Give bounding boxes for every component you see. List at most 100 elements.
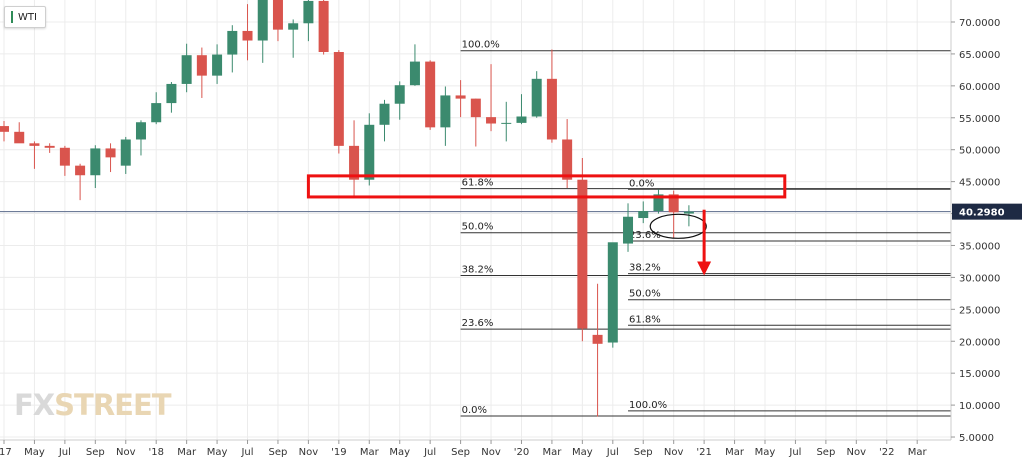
candle-body (135, 122, 146, 140)
x-tick-label: Sep (816, 447, 835, 458)
y-tick-label: 25.0000 (959, 305, 1000, 316)
candle-body (212, 54, 223, 76)
y-tick-label: 20.0000 (959, 337, 1000, 348)
candle-body (349, 145, 360, 180)
candle-body (623, 216, 634, 244)
candle-body (501, 122, 512, 124)
watermark-fx: FX (14, 388, 55, 422)
candle-body (196, 55, 207, 76)
y-axis[interactable]: 5.0000 10.0000 15.0000 20.0000 25.0000 30.000… (951, 18, 1000, 444)
x-tick-label: Sep (451, 447, 470, 458)
x-tick-label: Sep (86, 447, 105, 458)
x-tick-label: May (207, 447, 228, 458)
fib-left-label: 50.0% (462, 222, 494, 233)
candle-body (303, 0, 314, 24)
candle-body (44, 145, 55, 148)
x-tick-label: Jul (58, 447, 71, 458)
candle-body (379, 103, 390, 125)
fib-right-label: 23.6% (629, 230, 661, 241)
candle-body (257, 0, 268, 41)
candle-body (120, 139, 131, 166)
last-price-tag: 40.2980 (952, 203, 1022, 220)
x-tick-label: Nov (299, 447, 319, 458)
y-tick-label: 30.0000 (959, 273, 1000, 284)
candle-body (592, 334, 603, 344)
candle-body (486, 117, 497, 124)
x-tick-label: Nov (481, 447, 501, 458)
candle-body (516, 116, 527, 123)
resistance-zone-box (306, 174, 787, 199)
x-tick-label: May (572, 447, 593, 458)
candle-body (242, 30, 253, 41)
fib-right-label: 100.0% (629, 400, 667, 411)
x-tick-label: Jul (423, 447, 436, 458)
fib-left-label: 38.2% (462, 264, 494, 275)
x-tick-label: Nov (847, 447, 867, 458)
x-tick-label: May (389, 447, 410, 458)
y-tick-label: 60.0000 (959, 82, 1000, 93)
x-tick-label: Mar (908, 447, 928, 458)
x-tick-label: '20 (514, 447, 529, 458)
x-tick-label: Nov (116, 447, 136, 458)
y-tick-label: 55.0000 (959, 114, 1000, 125)
fib-right-label: 61.8% (629, 314, 661, 325)
candle-body (394, 85, 405, 104)
candle-body (607, 242, 618, 343)
y-tick-label: 15.0000 (959, 369, 1000, 380)
fib-left-label: 100.0% (462, 40, 500, 51)
fib-right-label: 0.0% (629, 178, 654, 189)
watermark-street: STREET (54, 388, 171, 422)
y-tick-label: 5.0000 (959, 433, 994, 444)
x-tick-label: Mar (177, 447, 197, 458)
candle-body (683, 211, 694, 214)
forecast-arrow-head (697, 261, 712, 276)
y-tick-label: 10.0000 (959, 401, 1000, 412)
symbol-label: WTI (18, 11, 37, 23)
x-tick-label: Mar (542, 447, 562, 458)
candle-body (0, 126, 9, 132)
candle-body (59, 147, 70, 166)
fibonacci-levels: 100.0% 61.8% 50.0% 38.2% 23.6% 0.0% 0.0% 23.6% 3… (460, 40, 951, 417)
candle-body (272, 0, 283, 30)
candle-body (668, 194, 679, 213)
candle-body (470, 98, 481, 118)
candle-body (455, 95, 466, 99)
candle-body (577, 179, 588, 329)
x-tick-label: May (755, 447, 776, 458)
last-price-tag-text: 40.2980 (959, 208, 1005, 219)
fib-left-label: 61.8% (462, 178, 494, 189)
fib-right-label: 50.0% (629, 289, 661, 300)
y-tick-label: 50.0000 (959, 146, 1000, 157)
x-tick-label: '18 (148, 447, 163, 458)
candle-body (409, 61, 420, 86)
x-tick-label: '22 (879, 447, 894, 458)
fib-right-label: 38.2% (629, 263, 661, 274)
y-tick-label: 65.0000 (959, 50, 1000, 61)
candle-body (653, 194, 664, 211)
y-tick-label: 35.0000 (959, 241, 1000, 252)
candlesticks (0, 0, 694, 417)
candle-body (333, 52, 344, 146)
x-tick-label: Mar (725, 447, 745, 458)
candle-body (638, 210, 649, 219)
annotations (306, 174, 787, 276)
x-tick-label: Sep (634, 447, 653, 458)
candle-body (166, 83, 177, 104)
candle-body (151, 103, 162, 123)
candle-body (181, 55, 192, 84)
candle-body (364, 124, 375, 180)
x-tick-label: Mar (360, 447, 380, 458)
x-tick-label: '21 (696, 447, 711, 458)
symbol-badge[interactable]: WTI (4, 6, 46, 28)
x-axis[interactable]: '17 May Jul Sep Nov '18 Mar May Jul Sep Nov '19 Mar M… (0, 440, 928, 458)
last-price-tag-bg (952, 203, 1022, 220)
fxstreet-watermark-logo: FXSTREET (14, 388, 172, 422)
candle-body (425, 61, 436, 128)
candle-body (14, 131, 25, 144)
candle-body (440, 95, 451, 128)
candle-body (227, 30, 238, 55)
highlight-ellipse (649, 213, 707, 239)
symbol-color-marker (11, 11, 13, 23)
y-tick-label: 45.0000 (959, 178, 1000, 189)
